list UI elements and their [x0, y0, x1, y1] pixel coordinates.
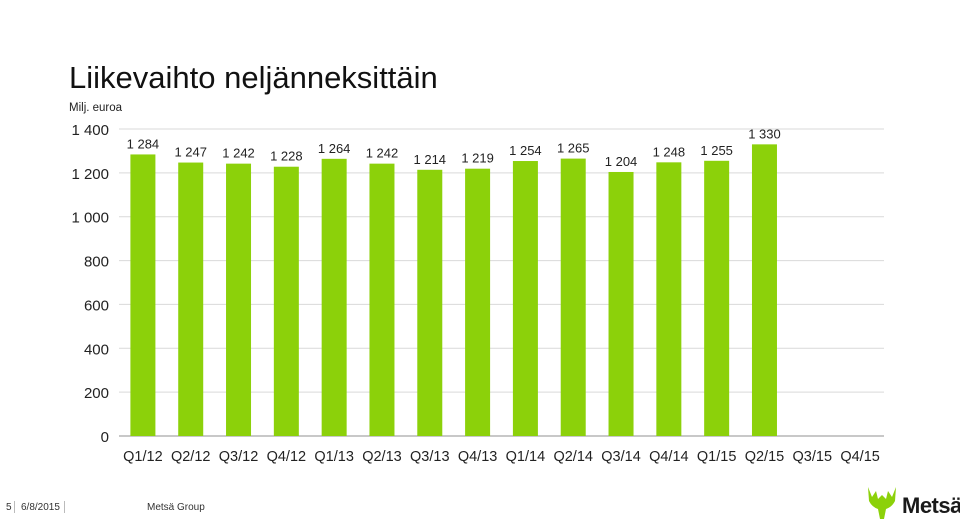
- y-tick-label: 600: [84, 297, 109, 314]
- logo-wordmark: Metsä: [902, 493, 960, 518]
- x-tick-label: Q2/14: [553, 449, 593, 465]
- slide-title: Liikevaihto neljänneksittäin: [69, 60, 438, 95]
- x-tick-label: Q2/13: [362, 449, 402, 465]
- bar: [178, 162, 204, 436]
- bar: [608, 171, 634, 437]
- x-tick-label: Q1/12: [123, 449, 163, 465]
- bar: [273, 166, 299, 436]
- x-tick-label: Q4/12: [267, 449, 307, 465]
- data-label: 1 228: [270, 149, 303, 164]
- x-tick-label: Q3/13: [410, 449, 450, 465]
- data-label: 1 284: [127, 136, 160, 151]
- data-label: 1 214: [414, 152, 447, 167]
- data-label: 1 330: [748, 126, 781, 141]
- footer-company: Metsä Group: [147, 502, 205, 513]
- bar: [512, 161, 538, 436]
- data-labels: 1 284 1 247 1 242 1 228 1 264 1 242 1 214 1 219…: [127, 126, 781, 169]
- x-tick-label: Q3/15: [793, 449, 833, 465]
- bar: [130, 154, 156, 437]
- x-tick-label: Q1/14: [506, 449, 546, 465]
- x-tick-labels: Q1/12 Q2/12 Q3/12 Q4/12 Q1/13 Q2/13 Q3/13 Q4/13…: [123, 449, 880, 465]
- x-tick-label: Q3/12: [219, 449, 259, 465]
- data-label: 1 254: [509, 143, 542, 158]
- data-label: 1 204: [605, 154, 638, 169]
- metsa-logo: Metsä: [862, 483, 960, 523]
- bar: [656, 162, 682, 436]
- data-label: 1 242: [366, 146, 399, 161]
- x-tick-label: Q4/14: [649, 449, 689, 465]
- header-title: Metsä Group – Q2: [2, 0, 126, 17]
- data-label: 1 255: [700, 143, 733, 158]
- bar: [704, 160, 730, 436]
- data-label: 1 242: [222, 146, 255, 161]
- footer-divider: [64, 501, 65, 513]
- x-tick-label: Q3/14: [601, 449, 641, 465]
- x-tick-label: Q2/15: [745, 449, 785, 465]
- bar: [321, 158, 347, 436]
- bar: [751, 144, 777, 436]
- bars: [130, 144, 777, 437]
- data-label: 1 247: [174, 145, 207, 160]
- y-tick-label: 400: [84, 341, 109, 358]
- bar: [369, 163, 395, 436]
- footer-divider: [14, 501, 15, 513]
- y-tick-label: 1 400: [71, 122, 109, 139]
- bar: [417, 169, 443, 436]
- y-tick-labels: 0 200 400 600 800 1 000 1 200 1 400: [71, 122, 109, 446]
- y-tick-label: 800: [84, 254, 109, 271]
- data-label: 1 265: [557, 141, 590, 156]
- x-tick-label: Q4/13: [458, 449, 498, 465]
- page-number: 5: [6, 502, 12, 513]
- data-label: 1 248: [653, 144, 686, 159]
- x-tick-label: Q1/15: [697, 449, 737, 465]
- y-tick-label: 1 200: [71, 166, 109, 183]
- footer: 5 6/8/2015 Metsä Group: [0, 495, 960, 525]
- bar: [560, 158, 586, 436]
- y-tick-label: 200: [84, 385, 109, 402]
- bar: [226, 163, 252, 436]
- data-label: 1 264: [318, 141, 351, 156]
- footer-date: 6/8/2015: [21, 502, 60, 513]
- data-label: 1 219: [461, 151, 494, 166]
- moose-antler-icon: [868, 487, 896, 519]
- x-tick-label: Q4/15: [840, 449, 880, 465]
- bar: [465, 168, 491, 436]
- y-tick-label: 0: [101, 429, 109, 446]
- x-tick-label: Q2/12: [171, 449, 211, 465]
- x-tick-label: Q1/13: [314, 449, 354, 465]
- y-tick-label: 1 000: [71, 210, 109, 227]
- y-axis-unit-label: Milj. euroa: [69, 102, 123, 114]
